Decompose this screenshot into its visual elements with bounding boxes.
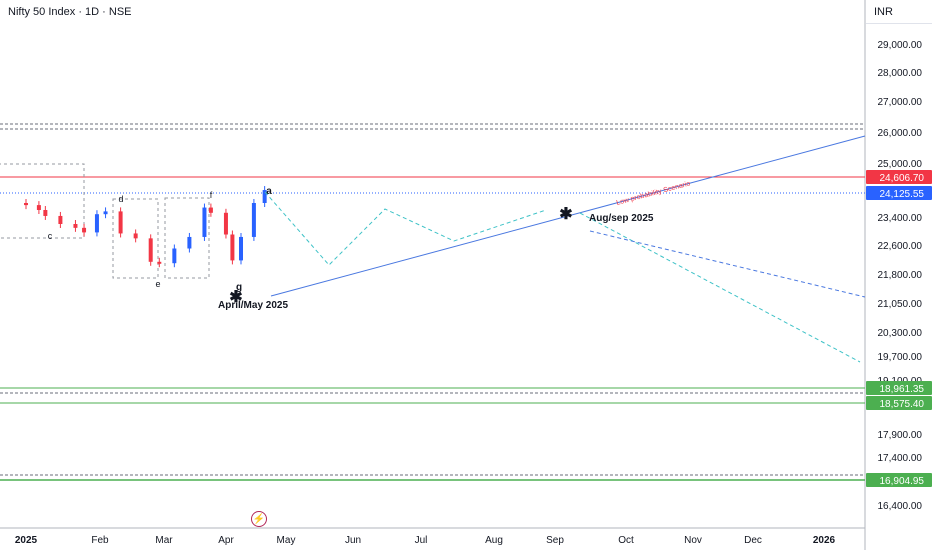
y-tick-label: 16,400.00 xyxy=(878,501,923,512)
projection-trend-path xyxy=(589,230,866,298)
y-tick-label: 25,000.00 xyxy=(878,159,923,170)
candle-body xyxy=(157,261,162,264)
y-tick-label: 21,800.00 xyxy=(878,270,923,281)
price-axis-background xyxy=(865,0,932,550)
x-tick-label: May xyxy=(277,535,296,546)
y-tick-label: 22,600.00 xyxy=(878,241,923,252)
currency-label[interactable]: INR xyxy=(866,0,932,24)
y-tick-label: 26,000.00 xyxy=(878,128,923,139)
x-tick-label: Jun xyxy=(345,535,361,546)
candle-body xyxy=(208,207,213,213)
y-tick-label: 29,000.00 xyxy=(878,40,923,51)
wave-label-g: g xyxy=(236,282,242,293)
candle-body xyxy=(43,210,48,216)
chart-title: Nifty 50 Index · 1D · NSE xyxy=(8,6,132,18)
projection-path xyxy=(264,191,547,266)
price-tag-label: 18,575.40 xyxy=(880,399,925,410)
wave-label-a: a xyxy=(266,186,272,197)
projection-down-path xyxy=(579,212,861,363)
x-tick-label: 2026 xyxy=(813,535,836,546)
price-tag-background xyxy=(866,381,932,395)
x-tick-label: Nov xyxy=(684,535,702,546)
wave-box-e xyxy=(112,198,159,279)
candle-body xyxy=(202,207,207,237)
candle-body xyxy=(148,238,153,262)
price-tag-background xyxy=(866,170,932,184)
y-tick-label: 20,300.00 xyxy=(878,328,923,339)
y-tick-label: 17,900.00 xyxy=(878,430,923,441)
y-tick-label: 28,000.00 xyxy=(878,68,923,79)
candle-body xyxy=(230,234,235,261)
x-tick-label: Apr xyxy=(218,535,234,546)
price-tag-label: 16,904.95 xyxy=(880,476,925,487)
candle-body xyxy=(251,203,256,237)
aug-sep-annotation: Aug/sep 2025 xyxy=(589,213,654,224)
candle-body xyxy=(239,236,243,261)
y-tick-label: 21,050.00 xyxy=(878,299,923,310)
candle-body xyxy=(172,248,177,264)
x-tick-label: 2025 xyxy=(15,535,38,546)
candle-body xyxy=(94,214,99,233)
price-tag-label: 18,961.35 xyxy=(880,384,925,395)
y-tick-label: 19,700.00 xyxy=(878,352,923,363)
wave-label-f: f xyxy=(210,190,213,200)
trend-line xyxy=(270,135,866,297)
wave-box-c xyxy=(0,163,85,239)
star-marker-aug: ✱ xyxy=(559,206,572,223)
candle-body xyxy=(36,205,41,210)
star-marker-april: ✱ xyxy=(229,289,242,306)
april-may-annotation: April/May 2025 xyxy=(218,300,288,311)
flash-icon[interactable]: ⚡ xyxy=(251,511,267,527)
price-tag-label: 24,125.55 xyxy=(880,189,925,200)
price-tag-label: 24,606.70 xyxy=(880,173,925,184)
candle-body xyxy=(133,233,138,239)
x-tick-label: Mar xyxy=(155,535,173,546)
wave-box-f xyxy=(164,197,210,279)
y-tick-label: 23,400.00 xyxy=(878,213,923,224)
candle-body xyxy=(24,203,28,206)
candle-body xyxy=(223,212,228,235)
wave-label-e: e xyxy=(155,279,160,289)
wave-label-d: d xyxy=(118,194,123,204)
x-tick-label: Dec xyxy=(744,535,762,546)
price-tag-background xyxy=(866,396,932,410)
candle-body xyxy=(118,211,123,234)
wave-label-c: c xyxy=(48,231,53,241)
x-tick-label: Oct xyxy=(618,535,634,546)
candle-body xyxy=(82,227,87,233)
candle-body xyxy=(262,190,267,203)
price-tag-background xyxy=(866,186,932,200)
x-tick-label: Jul xyxy=(415,535,428,546)
low-probability-annotation: Low probability Scenario xyxy=(616,180,692,207)
candle-body xyxy=(187,236,192,249)
x-tick-label: Feb xyxy=(91,535,109,546)
candle-body xyxy=(73,224,78,228)
candle-body xyxy=(58,215,63,224)
candle-body xyxy=(103,211,108,215)
y-tick-label: 17,400.00 xyxy=(878,453,923,464)
y-tick-label: 27,000.00 xyxy=(878,97,923,108)
x-tick-label: Aug xyxy=(485,535,503,546)
x-tick-label: Sep xyxy=(546,535,564,546)
price-tag-background xyxy=(866,473,932,487)
